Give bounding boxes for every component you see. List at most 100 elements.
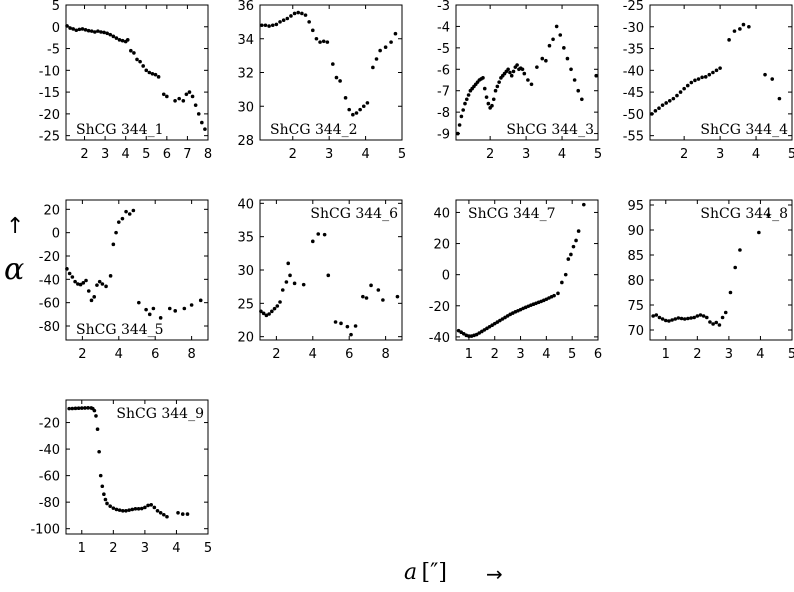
- data-point: [676, 316, 681, 320]
- data-point: [124, 508, 128, 513]
- data-point: [149, 503, 153, 507]
- x-tick-label: 2: [78, 347, 86, 362]
- y-tick-label: -20: [429, 300, 450, 315]
- x-tick-label: 2: [486, 147, 494, 162]
- data-point: [498, 318, 502, 323]
- y-tick-label: -30: [623, 21, 644, 36]
- data-point: [94, 414, 98, 418]
- data-point: [522, 71, 527, 76]
- data-point: [93, 30, 97, 34]
- data-point: [720, 315, 725, 320]
- y-tick-label: 25: [237, 297, 254, 312]
- data-point: [485, 326, 489, 331]
- data-point: [727, 38, 731, 42]
- x-tick-label: 6: [594, 347, 602, 362]
- data-point: [547, 43, 552, 48]
- panel-label: ShCG 344_1: [76, 122, 164, 138]
- data-point: [667, 319, 671, 323]
- x-tick-label: 3: [101, 147, 109, 162]
- x-tick-label: 6: [151, 347, 159, 362]
- x-tick-label: 7: [183, 147, 191, 162]
- data-point: [280, 288, 285, 292]
- data-point: [701, 314, 706, 318]
- data-point: [153, 72, 158, 77]
- x-tick-label: 2: [80, 147, 88, 162]
- panel-frame: [649, 199, 793, 341]
- data-point: [582, 202, 586, 207]
- data-point: [102, 492, 106, 496]
- data-point: [71, 27, 76, 31]
- y-tick-label: -3: [437, 0, 450, 14]
- panel-frame: [455, 199, 599, 341]
- data-point: [65, 24, 69, 28]
- y-tick-label: -60: [39, 297, 60, 312]
- y-tick-label: -20: [39, 417, 60, 432]
- data-point: [184, 92, 189, 97]
- data-point: [278, 300, 282, 304]
- data-point: [158, 510, 163, 515]
- data-point: [682, 317, 687, 321]
- data-point: [182, 306, 187, 311]
- data-point: [464, 97, 469, 102]
- xlabel: a [″]: [404, 560, 447, 585]
- y-tick-label: 0: [442, 269, 450, 284]
- data-point: [505, 314, 510, 318]
- data-point: [200, 120, 204, 125]
- panel-frame: [65, 4, 209, 141]
- data-point: [345, 324, 350, 329]
- data-point: [393, 31, 398, 36]
- data-point: [138, 59, 142, 64]
- data-point: [675, 93, 679, 98]
- x-tick-label: 3: [325, 147, 333, 162]
- data-point: [173, 99, 177, 103]
- data-point: [67, 406, 71, 411]
- data-point: [354, 111, 359, 115]
- y-tick-label: -60: [39, 470, 60, 485]
- data-point: [84, 278, 88, 283]
- x-tick-label: 2: [491, 347, 499, 362]
- data-point: [189, 303, 194, 307]
- data-point: [102, 30, 106, 35]
- data-point: [267, 24, 271, 28]
- panel-frame: [65, 199, 209, 341]
- data-point: [76, 282, 80, 286]
- x-tick-label: 1: [78, 541, 86, 556]
- data-point: [560, 280, 564, 285]
- data-point: [714, 320, 719, 325]
- data-point: [108, 274, 113, 278]
- data-point: [500, 317, 505, 321]
- data-point: [705, 315, 709, 320]
- data-point: [83, 406, 87, 410]
- y-tick-label: 28: [237, 134, 254, 149]
- data-point: [376, 288, 381, 292]
- x-tick-label: 1: [465, 347, 473, 362]
- data-point: [155, 508, 160, 513]
- data-point: [685, 83, 690, 88]
- data-point: [144, 68, 149, 73]
- data-point: [511, 69, 516, 74]
- y-tick-label: -50: [623, 108, 644, 123]
- x-tick-label: 3: [141, 541, 149, 556]
- data-point: [766, 213, 771, 217]
- data-point: [318, 40, 322, 44]
- y-tick-label: -25: [39, 130, 60, 145]
- data-point: [121, 508, 125, 513]
- data-point: [695, 314, 700, 318]
- data-point: [95, 427, 100, 431]
- data-point: [347, 107, 352, 112]
- data-point: [349, 332, 353, 337]
- y-tick-label: 20: [43, 203, 60, 218]
- data-point: [314, 36, 319, 41]
- y-tick-label: -15: [39, 86, 60, 101]
- data-point: [264, 313, 269, 318]
- y-tick-label: 0: [52, 227, 60, 242]
- data-point: [334, 75, 339, 80]
- data-point: [714, 68, 719, 73]
- data-point: [100, 282, 105, 286]
- data-point: [493, 88, 498, 93]
- data-point: [288, 273, 292, 278]
- y-tick-label: 95: [627, 199, 644, 214]
- data-point: [717, 323, 722, 327]
- data-point: [111, 34, 116, 39]
- data-point: [286, 261, 291, 266]
